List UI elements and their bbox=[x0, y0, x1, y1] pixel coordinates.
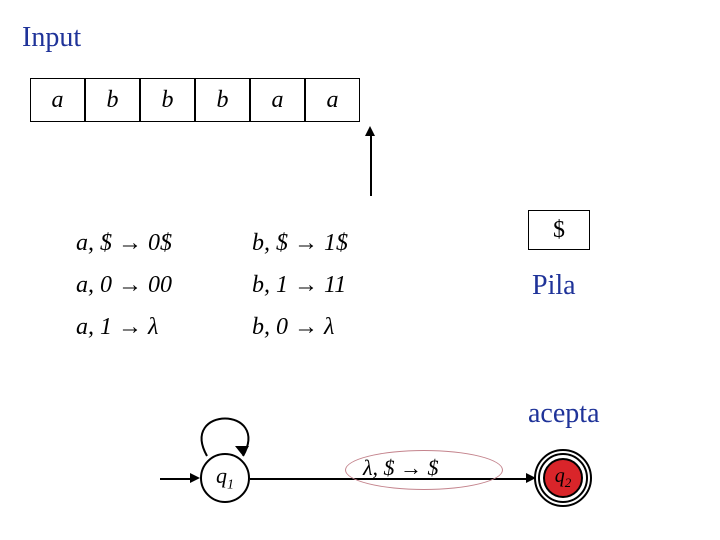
rule-b-1: b, $ → 1$ bbox=[252, 230, 348, 257]
input-tape: a b b b a a bbox=[30, 78, 360, 122]
rule-text: a, 0 → 00 bbox=[76, 272, 172, 298]
tape-head-arrow-icon bbox=[365, 126, 375, 136]
tape-cell: a bbox=[30, 78, 85, 122]
rule-text: a, 1 → λ bbox=[76, 314, 158, 340]
input-label: Input bbox=[22, 22, 81, 54]
tape-cell: b bbox=[195, 78, 250, 122]
rule-a-2: a, 0 → 00 bbox=[76, 272, 172, 299]
tape-cell: b bbox=[85, 78, 140, 122]
diagram-canvas: Input a b b b a a $ Pila a, $ → 0$ a, 0 … bbox=[0, 0, 720, 540]
rule-text: a, $ → 0$ bbox=[76, 230, 172, 256]
rule-b-3: b, 0 → λ bbox=[252, 314, 334, 341]
rule-text: b, 1 → 11 bbox=[252, 272, 346, 298]
tape-head-arrow-stem bbox=[370, 136, 372, 196]
acepta-label: acepta bbox=[528, 398, 600, 430]
state-q1-label: q1 bbox=[216, 463, 234, 493]
rule-a-1: a, $ → 0$ bbox=[76, 230, 172, 257]
rule-text: b, $ → 1$ bbox=[252, 230, 348, 256]
initial-arrow-head-icon bbox=[190, 473, 200, 483]
state-q2-label: q2 bbox=[555, 465, 572, 491]
rule-text: b, 0 → λ bbox=[252, 314, 334, 340]
edge-q1-q2-label: λ, $ → $ bbox=[363, 455, 439, 481]
pila-label: Pila bbox=[532, 270, 576, 302]
initial-arrow bbox=[160, 478, 192, 480]
tape-cell: a bbox=[250, 78, 305, 122]
state-q2-inner: q2 bbox=[543, 458, 583, 498]
tape-cell: a bbox=[305, 78, 360, 122]
state-q1: q1 bbox=[200, 453, 250, 503]
rule-a-3: a, 1 → λ bbox=[76, 314, 158, 341]
rule-b-2: b, 1 → 11 bbox=[252, 272, 346, 299]
stack-cell: $ bbox=[528, 210, 590, 250]
self-loop-icon bbox=[185, 376, 265, 458]
tape-cell: b bbox=[140, 78, 195, 122]
